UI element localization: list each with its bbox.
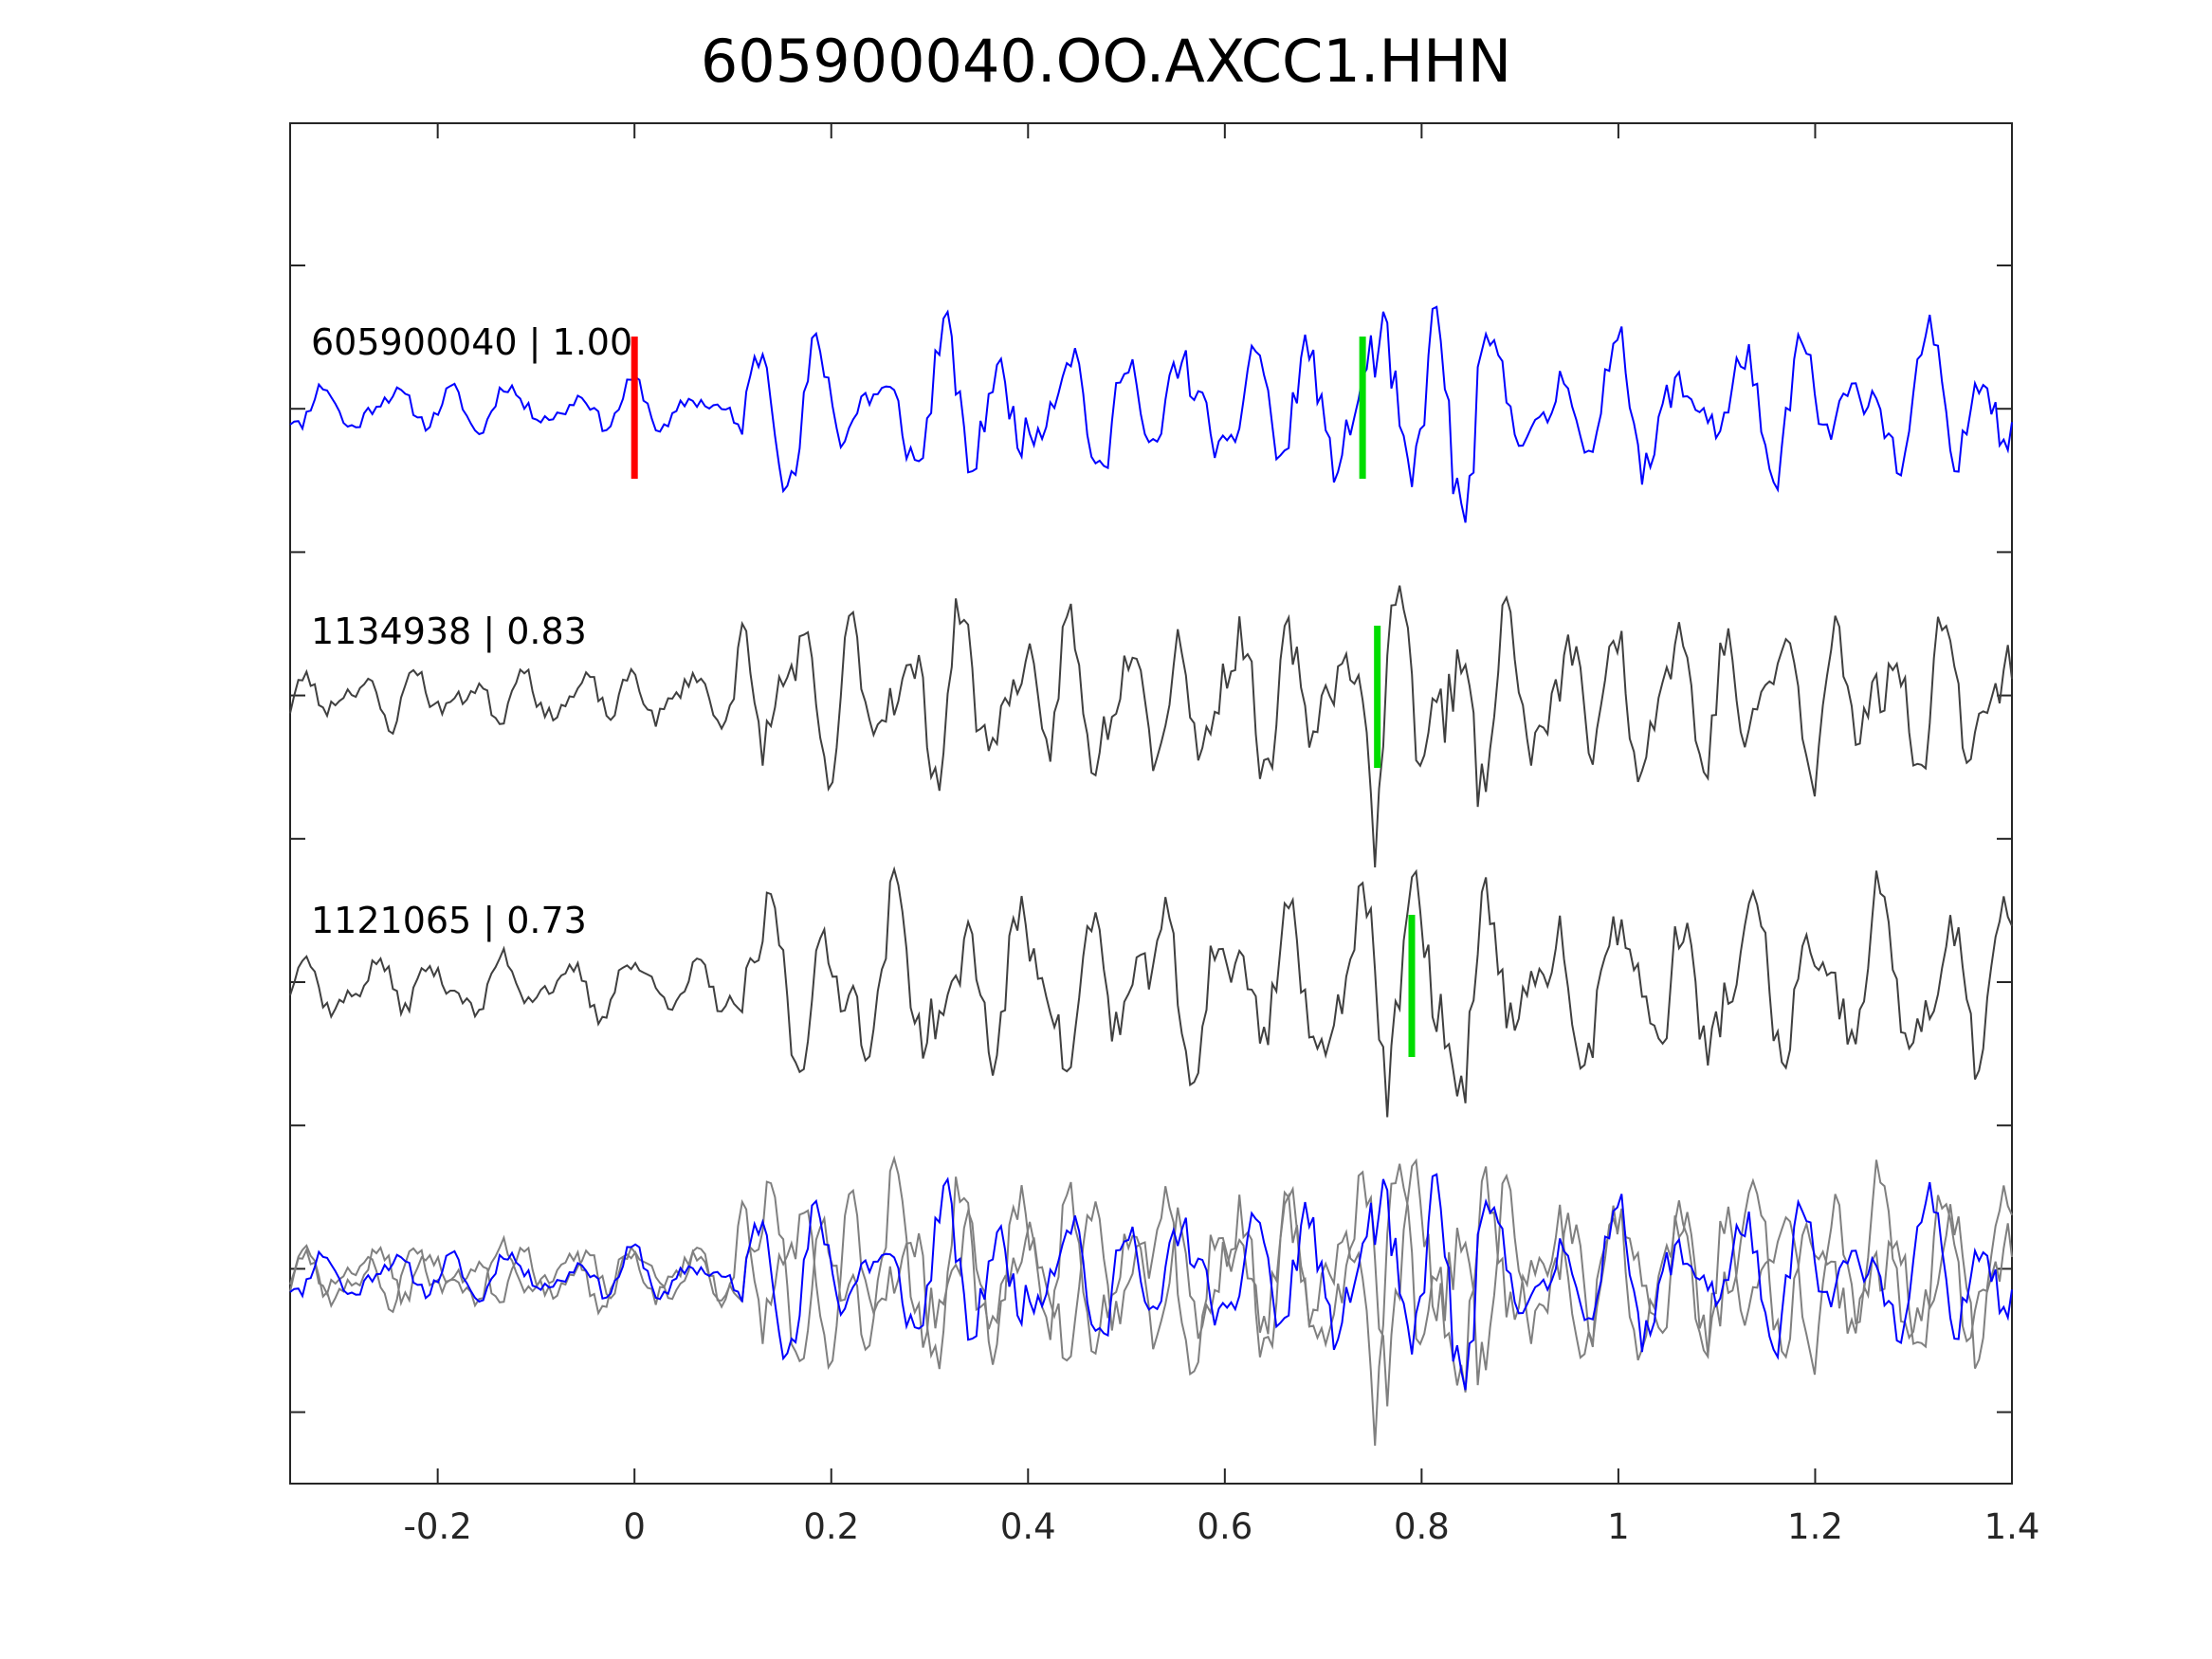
- axes-frame: [289, 122, 2013, 1485]
- x-tick-label: 0.2: [803, 1506, 859, 1547]
- x-tick-label: 0.6: [1197, 1506, 1252, 1547]
- overlay-trace-1121065: [289, 1155, 2013, 1407]
- trace-line-1121065: [289, 866, 2013, 1118]
- picks-layer: [631, 337, 1416, 1057]
- trace-line-1134938: [289, 585, 2013, 868]
- x-tick-label: 1.4: [1984, 1506, 2040, 1547]
- traces-layer: [289, 305, 2013, 1447]
- x-tick-label: 1.2: [1787, 1506, 1843, 1547]
- trace-label-1121065: 1121065 | 0.73: [311, 900, 587, 942]
- x-tick-label: 0.4: [1000, 1506, 1056, 1547]
- axes-layer: -0.2 0 0.2 0.4 0.6 0.8 1 1.2 1.4: [289, 122, 2040, 1547]
- trace-label-1134938: 1134938 | 0.83: [311, 611, 587, 653]
- x-tick-label: 0.8: [1394, 1506, 1450, 1547]
- overlay-trace-605900040: [289, 1173, 2013, 1391]
- x-tick-label: 1: [1607, 1506, 1630, 1547]
- overlay-trace-1134938: [289, 1163, 2013, 1447]
- chart-title: 605900040.OO.AXCC1.HHN: [700, 27, 1512, 96]
- trace-line-605900040: [289, 305, 2013, 523]
- x-tick-label: 0: [623, 1506, 646, 1547]
- trace-label-605900040: 605900040 | 1.00: [311, 321, 632, 364]
- trace-labels-layer: 605900040 | 1.00 1134938 | 0.83 1121065 | …: [311, 321, 632, 942]
- x-tick-label: -0.2: [404, 1506, 472, 1547]
